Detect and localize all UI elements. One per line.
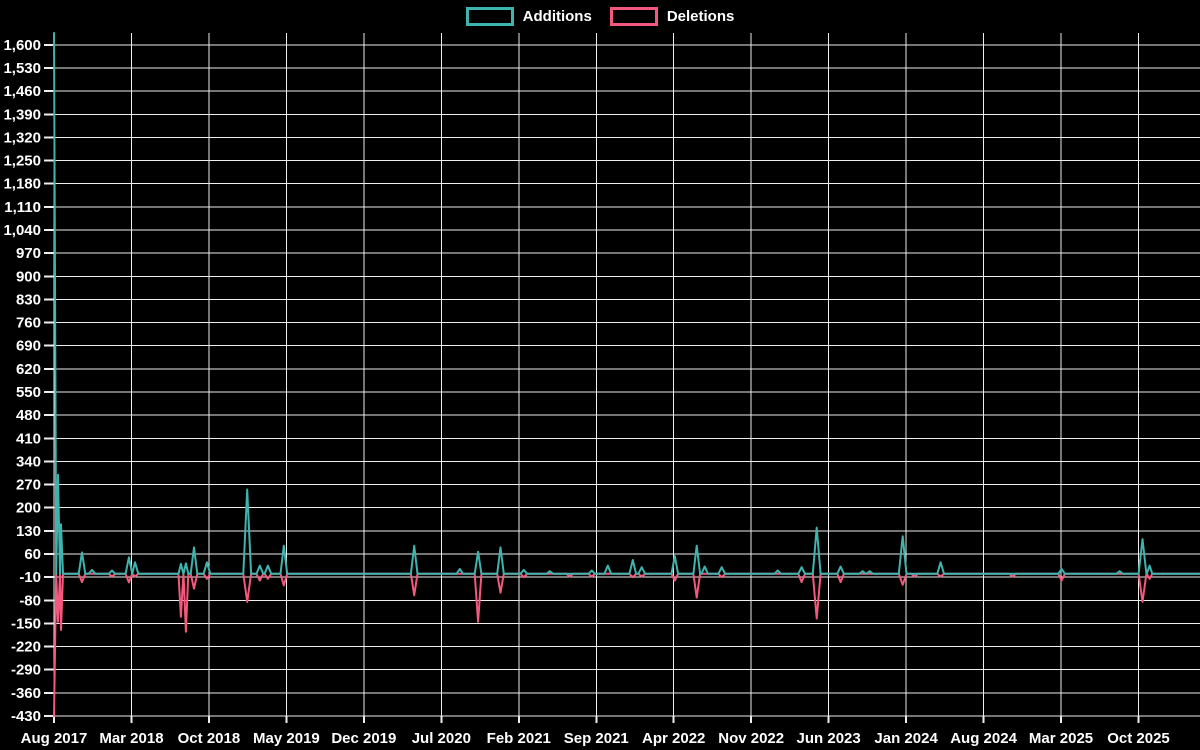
y-tick-label: 690	[16, 338, 41, 355]
y-tick-label: -10	[19, 569, 41, 586]
additions-legend-swatch	[465, 7, 514, 26]
x-tick-label: Feb 2021	[487, 730, 551, 747]
x-tick-label: Apr 2022	[642, 730, 705, 747]
y-tick-label: 1,040	[3, 222, 41, 239]
y-tick-label: 270	[16, 477, 41, 494]
x-tick-label: Dec 2019	[331, 730, 396, 747]
y-tick-label: 550	[16, 384, 41, 401]
x-tick-label: May 2019	[253, 730, 320, 747]
y-tick-label: -80	[19, 592, 41, 609]
x-tick-label: Oct 2018	[178, 730, 241, 747]
additions-line	[53, 32, 1200, 575]
y-tick-label: 1,530	[3, 60, 41, 77]
y-tick-label: -150	[11, 615, 41, 632]
x-tick-label: Sep 2021	[564, 730, 629, 747]
x-tick-label: Jan 2024	[874, 730, 938, 747]
y-tick-label: 1,180	[3, 176, 41, 193]
x-tick-label: Mar 2018	[99, 730, 163, 747]
y-tick-label: 970	[16, 245, 41, 262]
y-tick-label: 60	[24, 546, 41, 563]
x-tick-label: Jul 2020	[412, 730, 471, 747]
y-tick-label: -290	[11, 662, 41, 679]
y-tick-label: 1,460	[3, 83, 41, 100]
y-tick-label: 620	[16, 361, 41, 378]
x-tick-label: Aug 2024	[950, 730, 1017, 747]
x-tick-label: Nov 2022	[718, 730, 784, 747]
x-tick-label: Mar 2025	[1029, 730, 1093, 747]
y-tick-label: 1,320	[3, 129, 41, 146]
additions-legend-label: Additions	[522, 8, 592, 25]
y-tick-label: 1,600	[3, 37, 41, 54]
y-tick-label: 760	[16, 315, 41, 332]
y-tick-label: 900	[16, 268, 41, 285]
y-tick-label: 410	[16, 430, 41, 447]
y-tick-label: 480	[16, 407, 41, 424]
legend-item-additions[interactable]: Additions	[465, 7, 592, 26]
legend-item-deletions[interactable]: Deletions	[609, 7, 735, 26]
deletions-legend-swatch	[609, 7, 658, 26]
y-tick-label: 1,110	[4, 199, 41, 216]
y-tick-label: -430	[11, 708, 41, 725]
y-tick-label: -360	[11, 685, 41, 702]
y-tick-label: 200	[16, 500, 41, 517]
chart-legend: Additions Deletions	[0, 7, 1200, 26]
x-tick-label: Jun 2023	[797, 730, 861, 747]
y-tick-label: 340	[16, 453, 41, 470]
deletions-legend-label: Deletions	[666, 8, 735, 25]
y-tick-label: 830	[16, 291, 41, 308]
y-tick-label: 1,250	[3, 153, 41, 170]
y-tick-label: 1,390	[3, 106, 41, 123]
y-tick-label: 130	[16, 523, 41, 540]
y-tick-label: -220	[11, 639, 41, 656]
deletions-line	[53, 572, 1200, 717]
x-tick-label: Oct 2025	[1107, 730, 1170, 747]
x-tick-label: Aug 2017	[21, 730, 88, 747]
